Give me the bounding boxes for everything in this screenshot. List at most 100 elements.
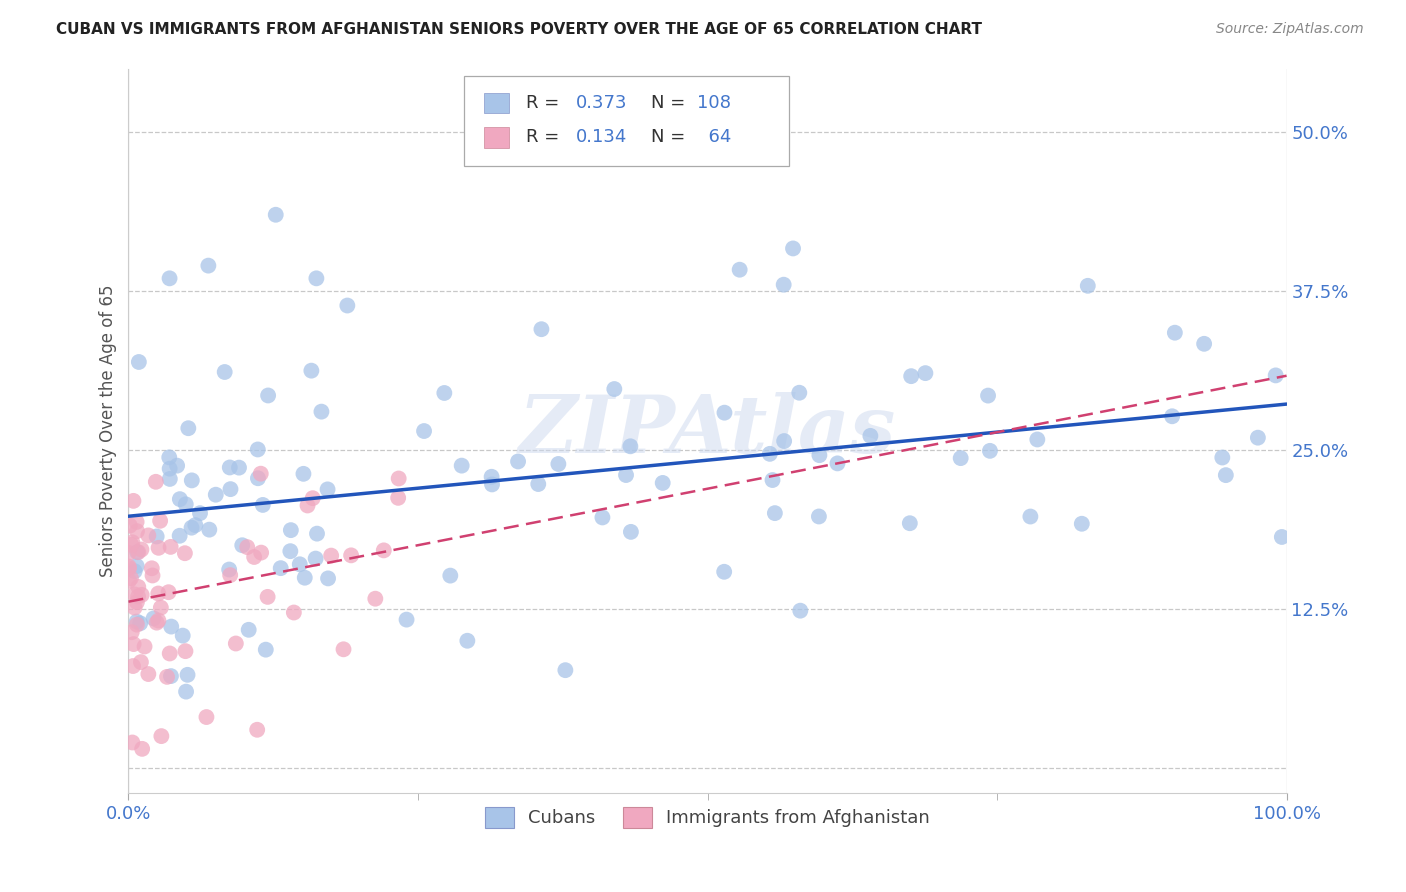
- Point: [218, 562, 240, 576]
- Point: [782, 242, 804, 256]
- Point: [214, 365, 236, 379]
- Point: [280, 544, 302, 558]
- Point: [761, 473, 783, 487]
- Point: [1271, 530, 1294, 544]
- Point: [169, 492, 191, 507]
- Point: [859, 429, 882, 443]
- Point: [252, 498, 274, 512]
- Point: [142, 611, 165, 625]
- Text: 108: 108: [697, 95, 731, 112]
- Point: [808, 448, 831, 462]
- Point: [249, 467, 271, 481]
- Text: R =: R =: [526, 95, 565, 112]
- Point: [160, 669, 183, 683]
- Point: [433, 386, 456, 401]
- Text: ZIPAtlas: ZIPAtlas: [519, 392, 896, 470]
- Point: [373, 543, 395, 558]
- Point: [160, 619, 183, 633]
- Point: [1164, 326, 1187, 340]
- Point: [1077, 278, 1099, 293]
- Point: [136, 528, 159, 542]
- Point: [388, 471, 411, 485]
- Point: [713, 565, 735, 579]
- Point: [138, 667, 160, 681]
- Point: [1192, 336, 1215, 351]
- Point: [131, 588, 153, 602]
- Point: [127, 580, 149, 594]
- Point: [180, 474, 202, 488]
- Point: [118, 518, 141, 533]
- Point: [914, 366, 936, 380]
- Point: [332, 642, 354, 657]
- Point: [949, 451, 972, 466]
- Point: [772, 277, 794, 292]
- Point: [180, 521, 202, 535]
- Point: [283, 606, 305, 620]
- Text: R =: R =: [526, 128, 565, 146]
- Point: [120, 571, 142, 585]
- FancyBboxPatch shape: [484, 128, 509, 147]
- Point: [141, 561, 163, 575]
- Point: [124, 587, 146, 601]
- Point: [159, 647, 181, 661]
- Point: [301, 491, 323, 506]
- Point: [204, 488, 226, 502]
- Point: [620, 524, 643, 539]
- Point: [174, 546, 197, 560]
- Point: [218, 460, 240, 475]
- Point: [305, 271, 328, 285]
- Text: 0.373: 0.373: [575, 95, 627, 112]
- Point: [129, 655, 152, 669]
- Point: [246, 442, 269, 457]
- Point: [614, 468, 637, 483]
- Point: [131, 742, 153, 756]
- Text: N =: N =: [651, 128, 690, 146]
- Point: [456, 633, 478, 648]
- Point: [141, 568, 163, 582]
- Point: [1070, 516, 1092, 531]
- Point: [789, 604, 811, 618]
- Point: [145, 529, 167, 543]
- Point: [197, 259, 219, 273]
- Point: [256, 590, 278, 604]
- Point: [1026, 433, 1049, 447]
- Point: [713, 406, 735, 420]
- Point: [336, 299, 359, 313]
- Text: 0.134: 0.134: [575, 128, 627, 146]
- Point: [1247, 431, 1270, 445]
- Point: [174, 684, 197, 698]
- Point: [280, 523, 302, 537]
- Point: [270, 561, 292, 575]
- Point: [977, 388, 1000, 402]
- Point: [898, 516, 921, 531]
- Point: [450, 458, 472, 473]
- Point: [530, 322, 553, 336]
- Point: [125, 515, 148, 529]
- Point: [145, 475, 167, 489]
- Point: [118, 574, 141, 588]
- Point: [125, 615, 148, 629]
- Y-axis label: Seniors Poverty Over the Age of 65: Seniors Poverty Over the Age of 65: [100, 285, 117, 577]
- Point: [121, 735, 143, 749]
- Point: [125, 617, 148, 632]
- Legend: Cubans, Immigrants from Afghanistan: Cubans, Immigrants from Afghanistan: [478, 800, 938, 835]
- Point: [527, 477, 550, 491]
- Text: Source: ZipAtlas.com: Source: ZipAtlas.com: [1216, 22, 1364, 37]
- Point: [246, 723, 269, 737]
- Point: [228, 460, 250, 475]
- Point: [305, 526, 328, 541]
- Point: [118, 559, 141, 574]
- Point: [807, 509, 830, 524]
- Point: [157, 450, 180, 465]
- Point: [159, 472, 181, 486]
- Point: [364, 591, 387, 606]
- Point: [292, 467, 315, 481]
- Point: [900, 369, 922, 384]
- Point: [219, 568, 242, 582]
- Point: [172, 629, 194, 643]
- Point: [246, 471, 269, 485]
- Point: [297, 499, 319, 513]
- Point: [619, 439, 641, 453]
- Point: [128, 355, 150, 369]
- Point: [124, 564, 146, 578]
